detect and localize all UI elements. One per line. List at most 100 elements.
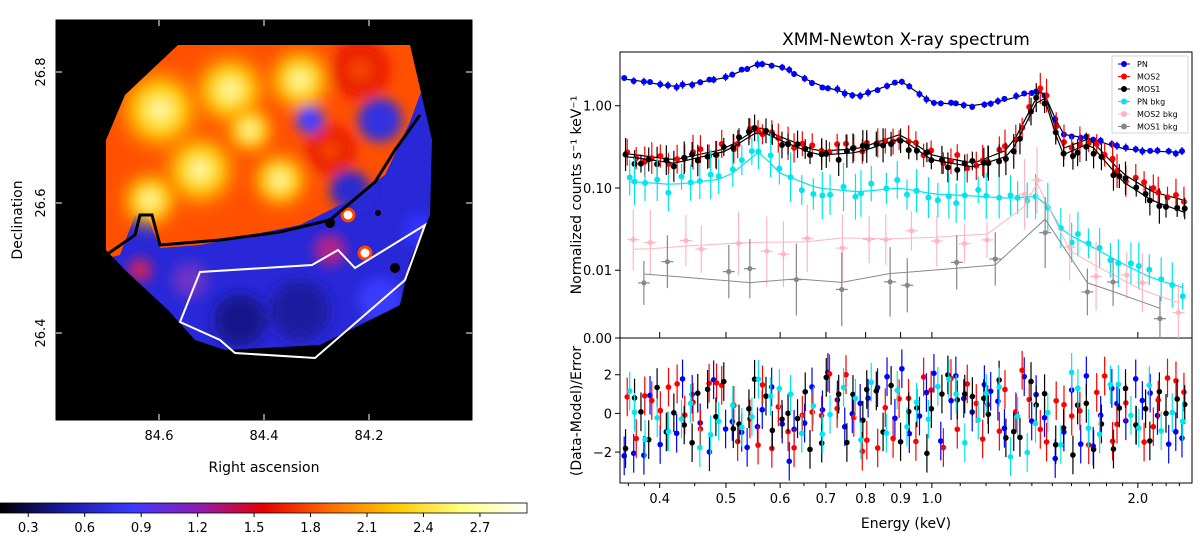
residual-point: [859, 448, 866, 455]
residual-point: [1116, 405, 1123, 411]
residual-point: [654, 384, 660, 391]
residual-point: [622, 445, 629, 452]
residual-point: [925, 416, 932, 422]
residual-point: [1179, 418, 1186, 425]
data-point: [683, 237, 689, 244]
residual-point: [715, 418, 722, 425]
residual-point: [768, 384, 775, 390]
colorbar-tick-label: 2.7: [470, 521, 491, 536]
data-point: [1142, 190, 1149, 197]
residual-point: [785, 410, 791, 417]
data-point: [657, 153, 664, 160]
spec-y-tick-label: 0.01: [583, 264, 612, 279]
data-point: [905, 147, 912, 154]
residuals-mos1: [622, 355, 1188, 475]
data-point: [898, 78, 905, 85]
residual-point: [746, 405, 752, 412]
residual-point: [962, 439, 968, 446]
spec-x-tick-label: 0.8: [855, 492, 876, 507]
residual-point: [681, 422, 688, 428]
data-point: [710, 76, 717, 83]
residual-point: [868, 379, 875, 386]
residual-point: [642, 436, 648, 443]
residual-point: [1109, 438, 1116, 444]
residual-point: [706, 449, 713, 455]
data-point: [823, 151, 830, 158]
residual-point: [996, 428, 1003, 435]
series-mos1: [622, 83, 1188, 224]
data-point: [787, 174, 794, 181]
data-point: [622, 151, 629, 158]
data-point: [1179, 293, 1186, 300]
residual-point: [638, 409, 644, 415]
colorbar-tick-label: 2.1: [357, 521, 378, 536]
data-point: [953, 200, 960, 207]
data-point: [961, 192, 968, 199]
data-point: [689, 81, 696, 88]
residual-point: [1169, 409, 1176, 416]
residual-point: [904, 424, 910, 430]
residual-point: [674, 381, 680, 387]
data-point: [981, 101, 988, 108]
data-point: [712, 151, 719, 158]
residual-point: [1075, 385, 1081, 392]
residual-point: [1070, 452, 1076, 458]
data-point: [930, 99, 937, 106]
residual-point: [937, 438, 944, 444]
residual-point: [827, 411, 833, 418]
residual-point: [1136, 425, 1142, 431]
data-point: [747, 266, 753, 272]
data-point: [657, 81, 664, 88]
residual-point: [818, 440, 825, 446]
data-point: [849, 92, 856, 99]
residual-point: [1010, 428, 1017, 435]
data-point: [645, 156, 652, 163]
residual-point: [809, 409, 816, 415]
residual-point: [1002, 386, 1008, 393]
residual-point: [913, 399, 920, 405]
residual-point: [722, 426, 729, 432]
data-point: [1175, 309, 1182, 316]
data-point: [670, 163, 677, 170]
residual-point: [1155, 397, 1162, 403]
residual-point: [979, 436, 986, 442]
data-point: [647, 239, 653, 246]
residual-point: [844, 439, 850, 446]
data-point: [630, 237, 636, 243]
data-point: [1110, 172, 1117, 179]
residual-point: [1173, 378, 1179, 384]
data-point: [786, 66, 793, 73]
data-point: [818, 151, 825, 158]
residual-point: [920, 374, 927, 380]
residual-point: [678, 416, 685, 422]
data-point: [980, 159, 987, 166]
data-point: [1067, 244, 1073, 250]
data-point: [806, 151, 813, 158]
data-point: [1093, 141, 1100, 148]
residual-point: [689, 439, 695, 446]
residual-point: [1172, 428, 1179, 435]
residual-point: [1090, 446, 1097, 453]
residual-point: [939, 391, 945, 397]
residual-point: [882, 404, 889, 411]
data-point: [729, 71, 736, 78]
spectrum-y-label: Normalized counts s⁻¹ keV⁻¹: [569, 96, 585, 295]
data-point: [1133, 184, 1140, 191]
data-point: [799, 140, 806, 147]
residual-point: [791, 444, 797, 451]
data-point: [654, 176, 661, 183]
residual-point: [823, 374, 830, 381]
residual-point: [641, 452, 647, 459]
data-point: [715, 173, 722, 180]
residual-point: [648, 397, 655, 404]
residual-point: [1107, 381, 1114, 388]
data-point: [1042, 230, 1048, 236]
data-point: [1180, 198, 1187, 205]
residual-point: [744, 444, 750, 451]
data-point: [1157, 316, 1163, 322]
residual-point: [996, 384, 1002, 390]
data-point: [925, 194, 932, 201]
data-point: [642, 179, 649, 186]
data-point: [1083, 143, 1090, 150]
data-point: [1016, 135, 1023, 142]
